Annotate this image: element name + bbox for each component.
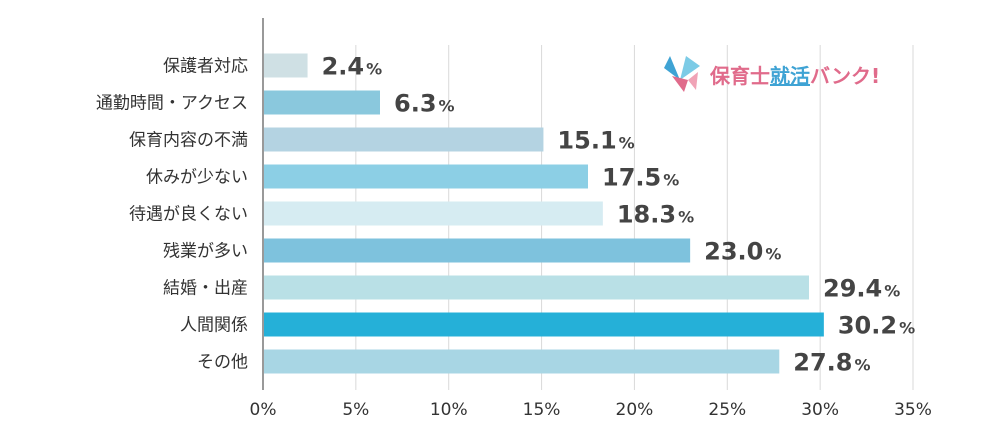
category-label: 保育内容の不満 xyxy=(129,131,248,151)
value-label: 2.4% xyxy=(322,53,383,81)
logo-highlight: 就活 xyxy=(770,64,810,88)
logo-suffix: バンク! xyxy=(810,64,881,88)
category-label: 残業が多い xyxy=(163,242,248,262)
bar xyxy=(263,275,809,300)
category-label: 保護者対応 xyxy=(163,57,248,77)
hoikushi-shukatsu-bank-logo: 保育士就活バンク! xyxy=(660,48,910,100)
bar xyxy=(263,201,603,226)
x-tick-label: 15% xyxy=(523,400,561,420)
category-label: 通勤時間・アクセス xyxy=(96,94,248,114)
category-label: 待遇が良くない xyxy=(129,205,248,225)
value-label: 27.8% xyxy=(793,349,870,377)
value-label: 6.3% xyxy=(394,90,455,118)
bar xyxy=(263,164,588,189)
origami-bird-icon xyxy=(664,56,700,92)
bar xyxy=(263,127,544,152)
bar xyxy=(263,312,824,337)
value-label: 29.4% xyxy=(823,275,900,303)
logo-text: 保育士就活バンク! xyxy=(710,60,880,89)
value-label: 15.1% xyxy=(557,127,634,155)
bar-layer xyxy=(263,53,824,374)
x-tick-label: 35% xyxy=(894,400,932,420)
tick-layer: 0% 5% 10% 15% 20% 25% 30% 35% xyxy=(250,400,932,420)
label-layer: 保護者対応 2.4 % 通勤時間・アクセス 6.3 % 保育内容の不満 15.1 % 休みが少ない… xyxy=(96,53,915,377)
x-tick-label: 20% xyxy=(616,400,654,420)
category-label: 休みが少ない xyxy=(146,168,248,188)
x-tick-label: 5% xyxy=(342,400,369,420)
value-label: 23.0% xyxy=(704,238,781,266)
x-tick-label: 0% xyxy=(250,400,277,420)
x-tick-label: 30% xyxy=(801,400,839,420)
x-tick-label: 10% xyxy=(430,400,468,420)
value-label: 30.2% xyxy=(838,312,915,340)
bar xyxy=(263,238,691,263)
bar xyxy=(263,90,380,115)
value-label: 17.5% xyxy=(602,164,679,192)
value-label: 18.3% xyxy=(617,201,694,229)
x-tick-label: 25% xyxy=(708,400,746,420)
category-label: 人間関係 xyxy=(180,316,248,336)
logo-prefix: 保育士 xyxy=(710,64,770,88)
bar xyxy=(263,349,780,374)
category-label: その他 xyxy=(197,353,248,373)
bar xyxy=(263,53,308,78)
category-label: 結婚・出産 xyxy=(163,279,248,299)
